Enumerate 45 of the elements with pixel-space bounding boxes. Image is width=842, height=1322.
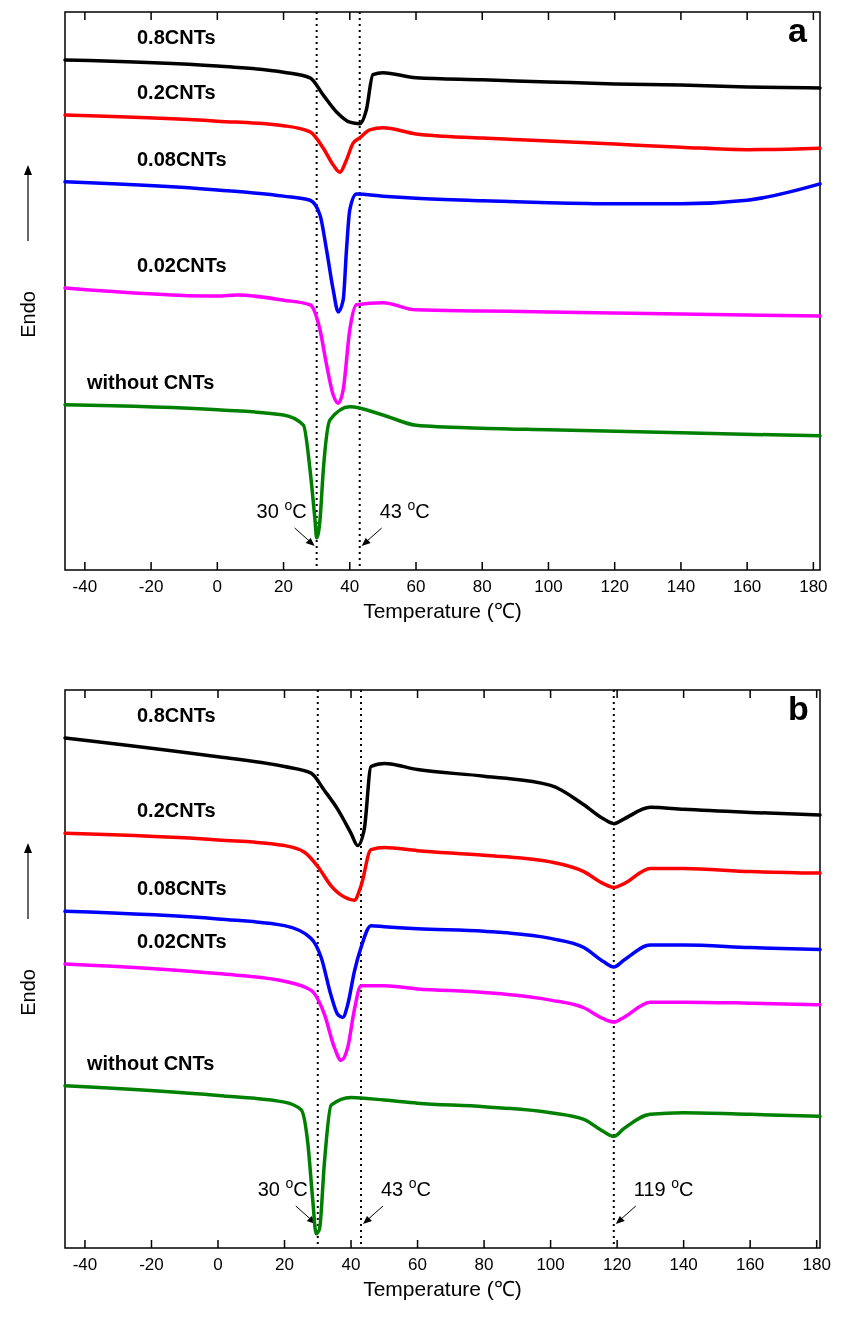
- x-tick-label: 80: [472, 577, 492, 596]
- series-label: 0.08CNTs: [137, 147, 227, 170]
- x-tick-label: 120: [602, 1255, 632, 1274]
- x-tick-label: 140: [666, 577, 696, 596]
- text: a: [788, 11, 808, 49]
- x-tick-label: 40: [341, 1255, 361, 1274]
- x-tick-label: 40: [340, 577, 360, 596]
- x-tick-label: -20: [138, 577, 164, 596]
- x-axis-title: Temperature (℃): [363, 599, 522, 622]
- y-axis-title: Endo: [17, 969, 39, 1016]
- x-tick-label: 0: [213, 1255, 223, 1274]
- x-tick-label: 60: [406, 577, 426, 596]
- text: b: [788, 689, 809, 727]
- series-label: without CNTs: [86, 1051, 215, 1074]
- legend-label: 0.8CNTs: [137, 703, 216, 726]
- x-tick-label: 140: [669, 1255, 698, 1274]
- series-label: 0.2CNTs: [137, 81, 216, 104]
- ref-line-label: 119 $^{o}$C: [633, 1175, 694, 1200]
- x-tick-label: 80: [474, 1255, 494, 1274]
- x-tick-label: 20: [274, 577, 294, 596]
- x-tick-label: 60: [408, 1255, 428, 1274]
- ref-line-label: 30 $^{o}$C: [257, 1175, 308, 1200]
- legend-label: 0.8CNTs: [137, 25, 216, 48]
- x-tick-label: 160: [732, 577, 762, 596]
- y-axis-title: Endo: [17, 291, 39, 338]
- ref-line-label: 30 $^{o}$C: [256, 497, 307, 522]
- series-label: 0.2CNTs: [137, 799, 216, 822]
- x-tick-label: 0: [212, 577, 223, 596]
- x-tick-label: 20: [275, 1255, 294, 1274]
- x-axis-title: Temperature (℃): [363, 1277, 522, 1300]
- series-label: 0.02CNTs: [137, 929, 227, 952]
- series-label: 0.08CNTs: [137, 877, 227, 900]
- x-tick-label: 100: [536, 1255, 565, 1274]
- x-tick-label: -20: [139, 1255, 164, 1274]
- x-tick-label: 180: [802, 1255, 831, 1274]
- ref-line-label: 43 $^{o}$C: [379, 497, 430, 522]
- x-tick-label: -40: [72, 1255, 98, 1274]
- x-tick-label: 100: [534, 577, 563, 596]
- series-label: without CNTs: [86, 370, 215, 393]
- x-tick-label: 120: [600, 577, 629, 596]
- x-tick-label: 160: [735, 1255, 765, 1274]
- ref-line-label: 43 $^{o}$C: [381, 1175, 432, 1200]
- series-label: 0.02CNTs: [137, 253, 227, 276]
- x-tick-label: 180: [799, 577, 828, 596]
- x-tick-label: -40: [72, 577, 98, 596]
